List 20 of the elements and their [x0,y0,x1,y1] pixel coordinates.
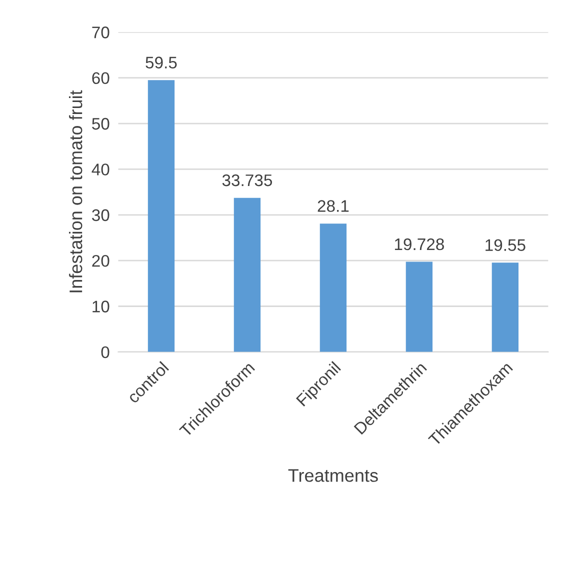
data-label: 19.728 [394,238,444,250]
y-tick-label: 70 [92,26,110,38]
y-tick-label: 50 [92,118,110,130]
bar [406,262,433,352]
y-tick-label: 10 [92,300,110,312]
data-label: 59.5 [146,56,177,68]
y-tick-label: 0 [101,346,110,358]
bar [320,224,347,352]
x-axis-title: Treatments [288,469,378,482]
data-label: 33.735 [222,174,272,186]
bar [492,262,519,352]
y-axis-title: Infestation on tomato fruit [68,90,82,292]
data-label: 28.1 [318,200,349,212]
y-tick-label: 30 [92,209,110,222]
y-tick-label: 40 [92,164,110,176]
bar [148,80,175,352]
data-label: 19.55 [486,239,526,251]
y-tick-label: 60 [92,72,110,84]
y-tick-label: 20 [92,254,110,267]
bar [234,198,261,352]
